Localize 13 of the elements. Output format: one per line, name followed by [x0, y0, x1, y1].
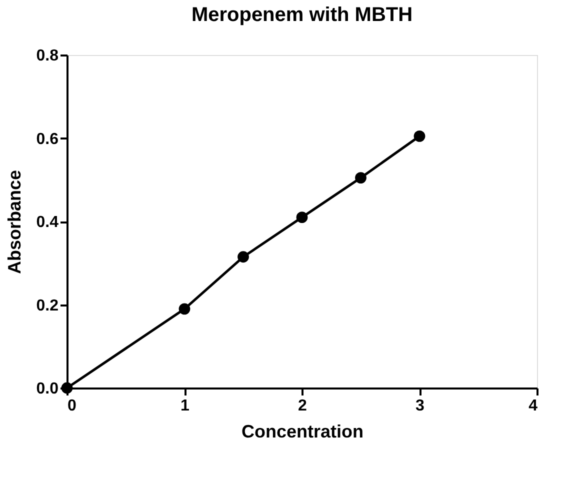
y-tick-label: 0.6	[36, 130, 59, 148]
y-axis-title: Absorbance	[4, 170, 24, 274]
y-tick-label: 0.4	[36, 214, 59, 231]
y-tick-label: 0.0	[36, 380, 59, 398]
chart-title: Meropenem with MBTH	[191, 4, 413, 26]
x-tick-label: 0	[68, 398, 76, 414]
x-tick-label: 2	[298, 398, 308, 414]
x-tick-label: 1	[180, 398, 190, 414]
x-tick-label: 4	[528, 398, 538, 414]
y-tick-label: 0.8	[36, 48, 59, 64]
x-tick-label: 3	[416, 398, 425, 414]
y-tick-label: 0.2	[36, 297, 59, 314]
x-axis-title: Concentration	[241, 422, 364, 442]
